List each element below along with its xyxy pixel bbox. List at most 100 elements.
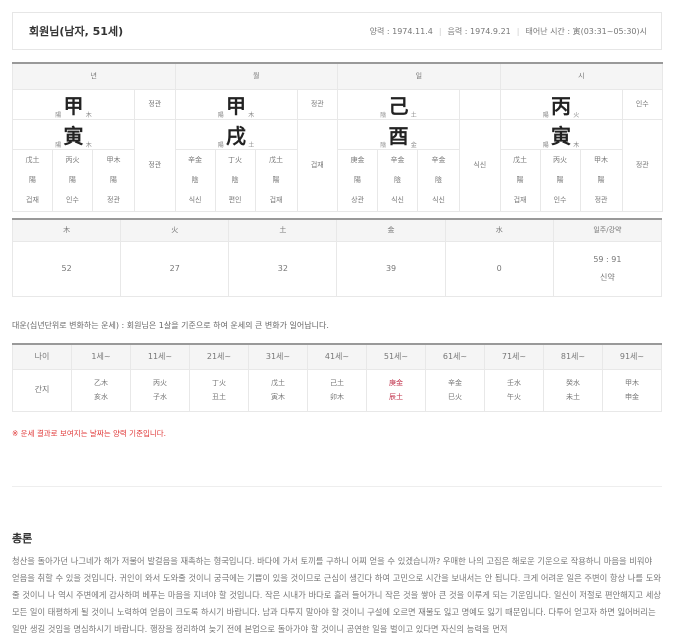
ganji-label: 간지 <box>12 368 72 412</box>
divider <box>12 486 662 487</box>
daewoon-ji: 午火 <box>507 393 521 401</box>
hidden-stem: 辛金陰 식신 <box>417 148 461 212</box>
yinyang: 陽 <box>217 141 224 149</box>
age-label: 나이 <box>12 343 72 370</box>
daewoon-ganji: 辛金 巳火 <box>425 368 485 412</box>
daewoon-age: 71세~ <box>484 343 544 370</box>
daewoon-gan: 乙木 <box>94 379 108 387</box>
element-header: 木 <box>11 218 122 242</box>
hidden-stem: 丁火陰 편인 <box>214 148 256 212</box>
hidden-ten-god: 인수 <box>66 196 79 204</box>
element-header: 土 <box>228 218 338 242</box>
hidden-stem: 丙火陽 인수 <box>539 148 581 212</box>
branch-ten-god: 겁재 <box>296 118 339 212</box>
hidden-ten-god: 정관 <box>594 196 608 204</box>
pillar-title: 월 <box>174 62 339 90</box>
daewoon-ganji: 丁火 丑土 <box>189 368 249 412</box>
hidden-stem: 戊土陽 겁재 <box>12 148 53 212</box>
stem-element: 火 <box>573 111 580 119</box>
branch-element: 木 <box>573 141 580 149</box>
yinyang: 陰 <box>380 141 387 149</box>
birth-info: 양력 : 1974.11.4 | 음력 : 1974.9.21 | 태어난 시간 : 寅… <box>369 26 647 36</box>
hidden-stem: 戊土陽 겁재 <box>254 148 298 212</box>
hidden-ten-god: 식신 <box>391 196 404 204</box>
branch-char: 寅 <box>63 123 84 148</box>
branch-char: 寅 <box>551 123 572 148</box>
strength-cell: 59 : 91 신약 <box>552 240 663 297</box>
hidden-gan: 庚金 <box>350 156 365 164</box>
daewoon-gan: 己土 <box>330 379 344 387</box>
daewoon-ganji: 庚金 辰土 <box>366 368 426 412</box>
daewoon-ji: 亥水 <box>94 393 108 401</box>
hidden-ten-god: 식신 <box>432 196 445 204</box>
daewoon-ganji: 甲木 申金 <box>602 368 662 412</box>
hidden-yinyang: 陽 <box>29 176 36 184</box>
element-value: 0 <box>444 240 554 297</box>
daewoon-gan: 戊土 <box>271 379 285 387</box>
daewoon-ganji: 癸水 未土 <box>543 368 603 412</box>
hidden-ten-god: 인수 <box>553 196 567 204</box>
hidden-ten-god: 편인 <box>228 196 242 204</box>
branch-element: 木 <box>85 141 92 149</box>
element-header: 金 <box>336 218 446 242</box>
yinyang: 陽 <box>55 111 62 119</box>
hidden-gan: 甲木 <box>594 156 609 164</box>
pillar-title: 시 <box>499 62 664 90</box>
branch-char: 酉 <box>388 123 409 148</box>
hidden-stem: 辛金陰 식신 <box>174 148 216 212</box>
stem-element: 土 <box>410 111 417 119</box>
daewoon-gan: 壬水 <box>507 379 521 387</box>
date-basis-note: ※ 운세 결과로 보여지는 날짜는 양력 기준입니다. <box>12 429 167 438</box>
daewoon-age: 21세~ <box>189 343 249 370</box>
profile-header: 회원님(남자, 51세) 양력 : 1974.11.4 | 음력 : 1974.9.… <box>12 12 662 50</box>
hidden-gan: 丁火 <box>228 156 243 164</box>
hidden-stem: 甲木陽 정관 <box>92 148 135 212</box>
daewoon-age: 81세~ <box>543 343 603 370</box>
daewoon-age: 91세~ <box>602 343 662 370</box>
stem-element: 木 <box>85 111 92 119</box>
hidden-yinyang: 陰 <box>435 176 443 184</box>
daewoon-ji: 寅木 <box>271 393 285 401</box>
hidden-ten-god: 겁재 <box>269 196 283 204</box>
hidden-yinyang: 陰 <box>191 176 199 184</box>
daewoon-gan: 丁火 <box>212 379 226 387</box>
hidden-stem: 丙火陽 인수 <box>52 148 93 212</box>
strength-label: 신약 <box>600 272 615 282</box>
earthly-branch: 陽 戌 土 <box>174 118 298 150</box>
daewoon-gan: 癸水 <box>566 379 580 387</box>
member-name: 회원님(남자, 51세) <box>29 25 124 38</box>
hidden-stem: 甲木陽 정관 <box>579 148 623 212</box>
daewoon-age: 61세~ <box>425 343 485 370</box>
heavenly-stem: 陰 己 土 <box>337 88 461 120</box>
hidden-gan: 辛金 <box>431 156 446 164</box>
daewoon-ji: 子水 <box>153 393 167 401</box>
hidden-stem: 庚金陽 상관 <box>337 148 379 212</box>
hidden-gan: 戊土 <box>513 156 528 164</box>
daewoon-age: 11세~ <box>130 343 190 370</box>
stem-char: 甲 <box>63 93 84 118</box>
lunar-date: 음력 : 1974.9.21 <box>447 26 511 36</box>
pillar-title: 일 <box>337 62 501 90</box>
strength-header: 일주/강약 <box>552 218 663 242</box>
hidden-gan: 辛金 <box>188 156 203 164</box>
daewoon-age: 41세~ <box>307 343 367 370</box>
hidden-ten-god: 상관 <box>351 196 364 204</box>
stem-ten-god: 정관 <box>296 88 339 120</box>
branch-char: 戌 <box>226 123 247 148</box>
stem-char: 丙 <box>551 93 572 118</box>
hidden-ten-god: 식신 <box>188 196 202 204</box>
branch-ten-god: 식신 <box>459 118 501 212</box>
five-elements-table: 木 火 土 金 水 일주/강약 52 27 32 39 0 59 : 91 신약 <box>11 218 663 297</box>
daewoon-ji: 申金 <box>625 393 639 401</box>
daewoon-ganji: 丙火 子水 <box>130 368 190 412</box>
stem-element: 木 <box>248 111 255 119</box>
heavenly-stem: 陽 丙 火 <box>499 88 623 120</box>
daewoon-ji: 巳火 <box>448 393 462 401</box>
daewoon-age: 31세~ <box>248 343 308 370</box>
daewoon-gan: 辛金 <box>448 379 462 387</box>
hidden-yinyang: 陽 <box>556 176 564 184</box>
hidden-yinyang: 陽 <box>597 176 605 184</box>
hidden-stem: 戊土陽 겁재 <box>499 148 541 212</box>
hidden-stem: 辛金陰 식신 <box>377 148 419 212</box>
